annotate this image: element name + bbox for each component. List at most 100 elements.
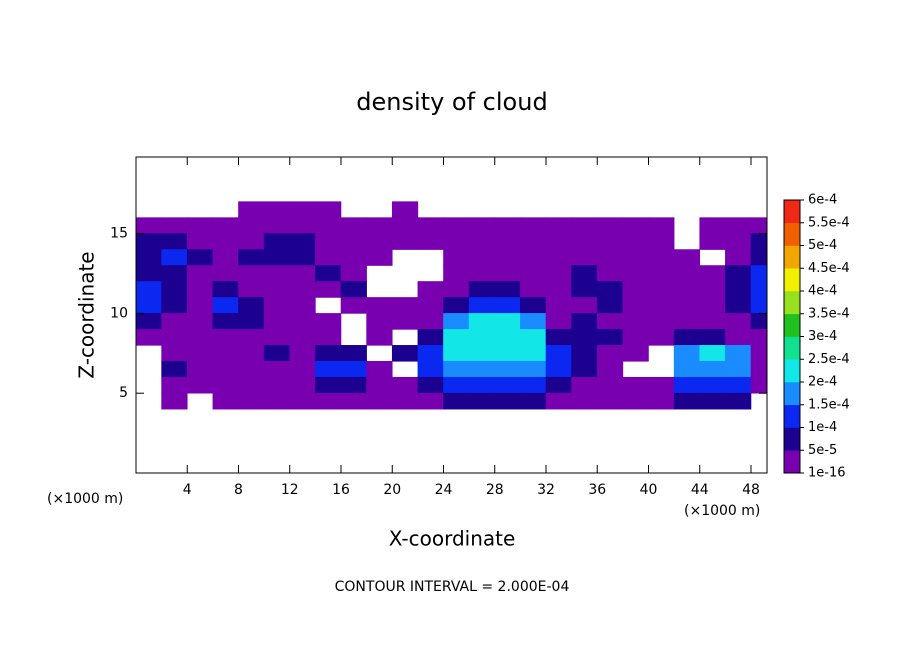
contour-cell [494, 329, 521, 346]
contour-cell [699, 376, 726, 394]
contour-cell [161, 249, 188, 266]
contour-cell [212, 392, 239, 410]
contour-cell [289, 297, 316, 314]
colorbar-label: 1e-4 [808, 420, 837, 435]
contour-cell [520, 233, 547, 250]
chart-title: density of cloud [356, 88, 547, 116]
contour-cell [673, 392, 701, 410]
colorbar-label: 3.5e-4 [808, 306, 850, 321]
contour-cell [263, 376, 291, 394]
contour-cell [622, 217, 649, 234]
x-tick-label: 12 [281, 482, 299, 498]
contour-cell [468, 345, 496, 362]
contour-cell [289, 345, 316, 362]
colorbar-band [784, 313, 800, 337]
contour-cell [391, 376, 419, 394]
contour-cell [622, 313, 649, 330]
contour-cell [699, 233, 726, 250]
contour-cell [340, 233, 367, 250]
contour-cell [289, 329, 316, 346]
contour-cell [161, 313, 188, 330]
contour-cell [699, 345, 726, 362]
contour-cell [468, 329, 496, 346]
contour-cell [494, 265, 521, 282]
colorbar-band [784, 222, 800, 246]
contour-cell [725, 233, 752, 250]
contour-cell [186, 265, 214, 282]
contour-cell [289, 360, 316, 378]
contour-cell [161, 265, 188, 282]
contour-cell [161, 392, 188, 410]
contour-cell [443, 249, 470, 266]
contour-cell [571, 329, 598, 346]
colorbar-band [784, 245, 800, 269]
contour-cell [468, 233, 496, 250]
contour-cell [289, 233, 316, 250]
contour-cell [340, 249, 367, 266]
contour-cell [596, 233, 624, 250]
x-tick-label: 32 [537, 482, 555, 498]
contour-cell [648, 392, 675, 410]
contour-cell [136, 217, 162, 234]
colorbar-band [784, 427, 800, 451]
x-tick-label: 36 [588, 482, 606, 498]
contour-cell [186, 313, 214, 330]
contour-cell [366, 297, 393, 314]
contour-cell [571, 249, 598, 266]
colorbar-label: 3e-4 [808, 329, 837, 344]
contour-cell [673, 313, 701, 330]
colorbar-label: 5e-4 [808, 238, 837, 253]
contour-cell [315, 265, 342, 282]
contour-cell [725, 360, 752, 378]
contour-cell [417, 217, 444, 234]
contour-cell [596, 345, 624, 362]
contour-cell [545, 360, 572, 378]
contour-cell [725, 249, 752, 266]
contour-cell [494, 281, 521, 298]
contour-cell [391, 297, 419, 314]
x-tick-label: 28 [486, 482, 504, 498]
x-unit: (×1000 m) [684, 503, 760, 519]
contour-cell [238, 265, 265, 282]
contour-cell [238, 392, 265, 410]
contour-cell [161, 329, 188, 346]
y-tick-label: 5 [119, 385, 128, 401]
contour-cell [136, 313, 162, 330]
contour-cell [571, 376, 598, 394]
contour-note: CONTOUR INTERVAL = 2.000E-04 [335, 579, 570, 595]
y-axis-label: Z-coordinate [75, 251, 99, 378]
contour-cell [212, 217, 239, 234]
contour-cell [750, 360, 767, 378]
contour-cell [622, 297, 649, 314]
contour-cell [238, 297, 265, 314]
contour-cell [186, 329, 214, 346]
contour-cell [136, 249, 162, 266]
contour-cell [520, 392, 547, 410]
contour-cell [545, 297, 572, 314]
contour-cell [136, 297, 162, 314]
y-unit: (×1000 m) [47, 491, 123, 507]
contour-cell [699, 297, 726, 314]
contour-cell [212, 313, 239, 330]
contour-cell [212, 345, 239, 362]
contour-cell [520, 281, 547, 298]
contour-cell [212, 376, 239, 394]
contour-cell [545, 233, 572, 250]
contour-cell [289, 217, 316, 234]
contour-cell [545, 249, 572, 266]
colorbar-band [784, 336, 800, 360]
contour-cell [443, 217, 470, 234]
contour-cell [263, 265, 291, 282]
contour-cell [263, 313, 291, 330]
colorbar-band [784, 291, 800, 315]
contour-cell [391, 233, 419, 250]
contour-cell [315, 217, 342, 234]
contour-cell [571, 392, 598, 410]
colorbar-band [784, 268, 800, 292]
contour-cell [186, 345, 214, 362]
contour-cell [571, 233, 598, 250]
contour-cell [725, 329, 752, 346]
contour-cell [520, 249, 547, 266]
contour-cell [161, 376, 188, 394]
